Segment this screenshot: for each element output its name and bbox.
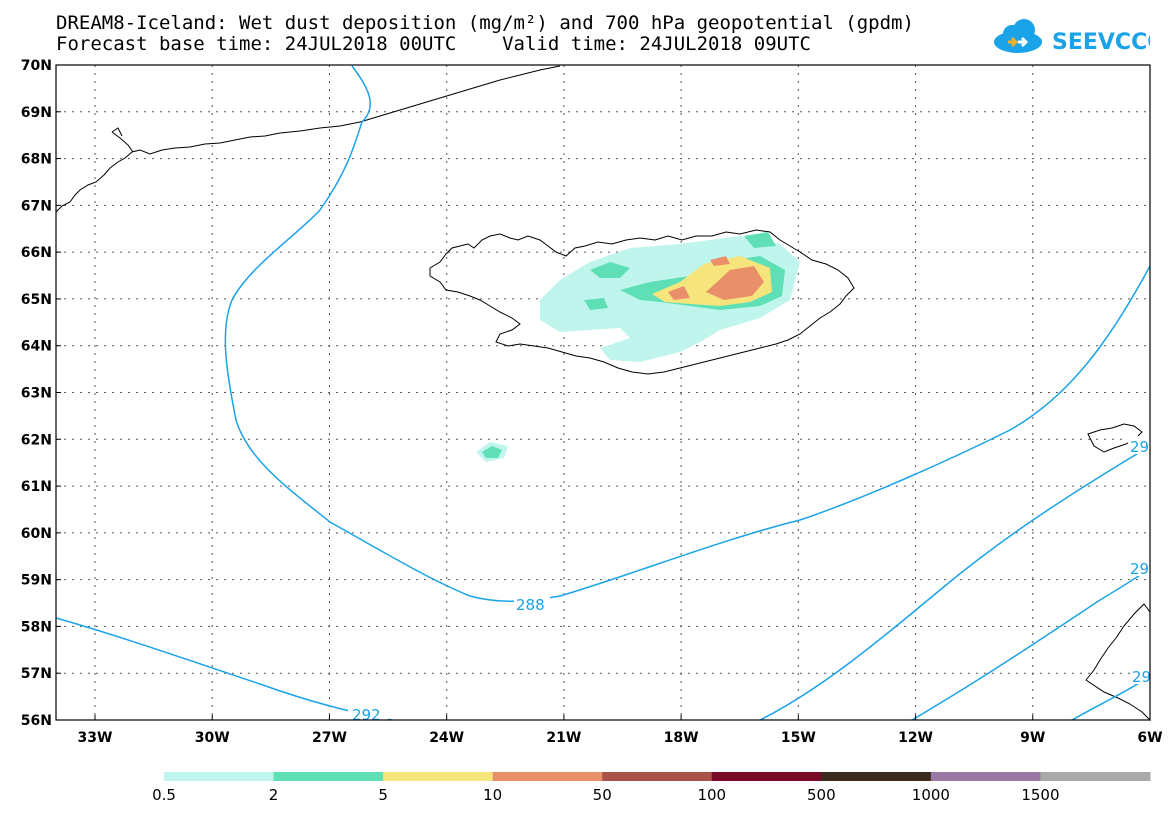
- lat-label: 63N: [21, 386, 52, 402]
- colorbar-swatch: [492, 772, 603, 781]
- graticule: [56, 65, 1150, 720]
- colorbar-label: 50: [593, 786, 612, 804]
- map-title-line-1: DREAM8-Iceland: Wet dust deposition (mg/…: [56, 12, 914, 34]
- lon-label: 27W: [312, 730, 347, 746]
- contour-288: [224, 65, 1151, 602]
- lat-label: 70N: [21, 58, 52, 74]
- contour-label-faroe: 29: [1130, 438, 1149, 456]
- lon-label: 12W: [898, 730, 933, 746]
- colorbar-label: 500: [807, 786, 836, 804]
- greenland-coastline: [55, 65, 561, 213]
- lat-label: 58N: [21, 619, 52, 635]
- lat-label: 67N: [21, 198, 52, 214]
- longitude-labels: 33W 30W 27W 24W 21W 18W 15W 12W 9W 6W: [78, 715, 1163, 746]
- lat-label: 69N: [21, 105, 52, 121]
- iceland-coastline: [429, 229, 855, 375]
- lat-label: 56N: [21, 713, 52, 729]
- lon-label: 33W: [78, 730, 113, 746]
- colorbar-swatch: [930, 772, 1041, 781]
- colorbar-swatch: [602, 772, 713, 781]
- map-title-line-2: Forecast base time: 24JUL2018 00UTC Vali…: [56, 33, 811, 55]
- contour-label-scotland: 29: [1132, 668, 1151, 686]
- lon-label: 18W: [664, 730, 699, 746]
- lon-label: 6W: [1137, 730, 1162, 746]
- lat-label: 60N: [21, 526, 52, 542]
- contour-292-east-a: [759, 445, 1151, 721]
- colorbar-label: 5: [378, 786, 388, 804]
- lat-label: 59N: [21, 573, 52, 589]
- colorbar-label: 10: [483, 786, 502, 804]
- lon-label: 15W: [781, 730, 816, 746]
- colorbar-swatch: [383, 772, 494, 781]
- seevccc-logo: SEEVCCC: [994, 19, 1150, 55]
- lon-label: 21W: [546, 730, 581, 746]
- lat-label: 64N: [21, 339, 52, 355]
- colorbar-label: 100: [697, 786, 726, 804]
- lat-label: 68N: [21, 152, 52, 168]
- colorbar-label: 2: [269, 786, 279, 804]
- colorbar-swatch: [711, 772, 822, 781]
- lat-label: 62N: [21, 432, 52, 448]
- lat-label: 61N: [21, 479, 52, 495]
- contour-label-292: 292: [352, 706, 381, 724]
- lat-label: 65N: [21, 292, 52, 308]
- colorbar: 0.5 2 5 10 50 100 500 1000 1500: [152, 772, 1151, 804]
- scotland-coastline: [1085, 603, 1151, 722]
- logo-text: SEEVCCC: [1052, 30, 1150, 55]
- lat-label: 66N: [21, 245, 52, 261]
- contour-292-west: [55, 617, 393, 721]
- colorbar-swatch: [164, 772, 275, 781]
- colorbar-swatch: [821, 772, 932, 781]
- lon-label: 9W: [1020, 730, 1045, 746]
- colorbar-swatch: [1040, 772, 1151, 781]
- contour-label-288: 288: [516, 596, 545, 614]
- colorbar-label: 0.5: [152, 786, 176, 804]
- lat-label: 57N: [21, 666, 52, 682]
- contour-292-east-b: [911, 567, 1151, 721]
- lon-label: 24W: [429, 730, 464, 746]
- lon-label: 30W: [195, 730, 230, 746]
- colorbar-swatch: [273, 772, 384, 781]
- latitude-labels: 70N 69N 68N 67N 66N 65N 64N 63N 62N 61N 60N 59N 58N 5…: [21, 58, 61, 729]
- dust-deposition-field: [476, 232, 800, 462]
- colorbar-label: 1000: [912, 786, 950, 804]
- contour-label-east: 29: [1130, 560, 1149, 578]
- cloud-icon: [994, 19, 1042, 53]
- faroe-islands-coastline: [1087, 423, 1143, 453]
- colorbar-label: 1500: [1021, 786, 1059, 804]
